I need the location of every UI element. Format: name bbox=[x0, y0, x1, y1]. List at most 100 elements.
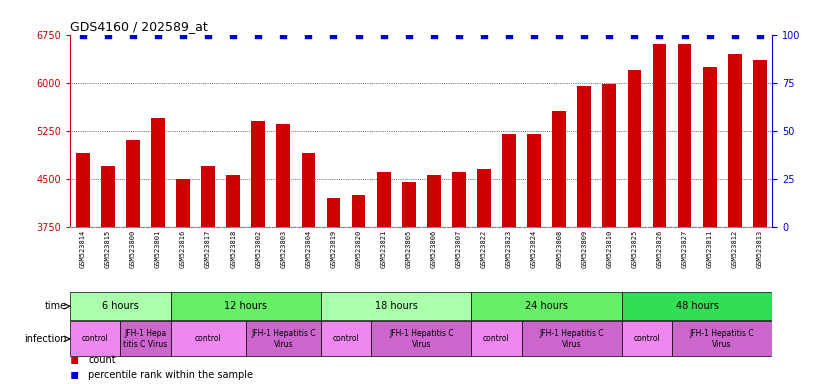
Bar bbox=[101, 166, 115, 384]
Text: GSM523803: GSM523803 bbox=[280, 230, 287, 268]
Text: GSM523809: GSM523809 bbox=[582, 230, 587, 268]
Point bbox=[628, 31, 641, 38]
Text: ▪: ▪ bbox=[70, 352, 79, 366]
Point bbox=[728, 31, 741, 38]
Bar bbox=[628, 70, 641, 384]
Text: GSM523800: GSM523800 bbox=[130, 230, 136, 268]
Text: control: control bbox=[195, 334, 221, 343]
Text: GSM523811: GSM523811 bbox=[706, 230, 713, 268]
Bar bbox=[321, 321, 371, 356]
Point bbox=[202, 31, 215, 38]
Point bbox=[427, 31, 440, 38]
Bar bbox=[371, 321, 472, 356]
Bar bbox=[301, 153, 316, 384]
Text: JFH-1 Hepatitis C
Virus: JFH-1 Hepatitis C Virus bbox=[539, 329, 604, 349]
Bar bbox=[622, 321, 672, 356]
Text: JFH-1 Hepatitis C
Virus: JFH-1 Hepatitis C Virus bbox=[251, 329, 316, 349]
Point bbox=[678, 31, 691, 38]
Bar bbox=[151, 118, 165, 384]
Bar bbox=[502, 134, 516, 384]
Text: GSM523814: GSM523814 bbox=[80, 230, 86, 268]
Point bbox=[177, 31, 190, 38]
Point bbox=[102, 31, 115, 38]
Point bbox=[277, 31, 290, 38]
Text: control: control bbox=[483, 334, 510, 343]
Text: GSM523822: GSM523822 bbox=[481, 230, 487, 268]
Text: GSM523821: GSM523821 bbox=[381, 230, 387, 268]
Text: GSM523826: GSM523826 bbox=[657, 230, 662, 268]
Bar bbox=[452, 172, 466, 384]
Text: 12 hours: 12 hours bbox=[224, 301, 268, 311]
Text: GSM523801: GSM523801 bbox=[155, 230, 161, 268]
Text: JFH-1 Hepatitis C
Virus: JFH-1 Hepatitis C Virus bbox=[690, 329, 754, 349]
Point bbox=[327, 31, 340, 38]
Bar bbox=[170, 293, 321, 320]
Point bbox=[653, 31, 666, 38]
Point bbox=[603, 31, 616, 38]
Bar bbox=[602, 84, 616, 384]
Text: count: count bbox=[88, 355, 116, 365]
Bar bbox=[703, 66, 716, 384]
Text: GSM523819: GSM523819 bbox=[330, 230, 336, 268]
Text: 48 hours: 48 hours bbox=[676, 301, 719, 311]
Bar bbox=[70, 321, 121, 356]
Bar bbox=[427, 175, 441, 384]
Point bbox=[528, 31, 541, 38]
Text: GSM523808: GSM523808 bbox=[556, 230, 563, 268]
Point bbox=[151, 31, 164, 38]
Bar bbox=[527, 134, 541, 384]
Text: GSM523824: GSM523824 bbox=[531, 230, 537, 268]
Text: GSM523817: GSM523817 bbox=[205, 230, 211, 268]
Bar bbox=[251, 121, 265, 384]
Bar bbox=[752, 60, 767, 384]
Text: GSM523815: GSM523815 bbox=[105, 230, 111, 268]
Text: JFH-1 Hepatitis C
Virus: JFH-1 Hepatitis C Virus bbox=[389, 329, 453, 349]
Point bbox=[301, 31, 315, 38]
Bar bbox=[352, 195, 365, 384]
Bar bbox=[472, 321, 521, 356]
Bar bbox=[672, 321, 772, 356]
Point bbox=[76, 31, 89, 38]
Text: 18 hours: 18 hours bbox=[375, 301, 418, 311]
Bar bbox=[401, 182, 415, 384]
Bar bbox=[653, 44, 667, 384]
Text: GSM523802: GSM523802 bbox=[255, 230, 261, 268]
Bar bbox=[70, 293, 170, 320]
Text: control: control bbox=[82, 334, 109, 343]
Bar bbox=[76, 153, 90, 384]
Bar bbox=[477, 169, 491, 384]
Bar bbox=[176, 179, 190, 384]
Text: control: control bbox=[634, 334, 660, 343]
Text: GSM523807: GSM523807 bbox=[456, 230, 462, 268]
Point bbox=[703, 31, 716, 38]
Text: GSM523818: GSM523818 bbox=[230, 230, 236, 268]
Bar bbox=[326, 198, 340, 384]
Point bbox=[453, 31, 466, 38]
Bar bbox=[472, 293, 622, 320]
Text: GDS4160 / 202589_at: GDS4160 / 202589_at bbox=[70, 20, 208, 33]
Text: GSM523820: GSM523820 bbox=[355, 230, 362, 268]
Bar bbox=[202, 166, 215, 384]
Point bbox=[226, 31, 240, 38]
Point bbox=[252, 31, 265, 38]
Bar bbox=[521, 321, 622, 356]
Text: GSM523813: GSM523813 bbox=[757, 230, 762, 268]
Text: time: time bbox=[45, 301, 67, 311]
Text: percentile rank within the sample: percentile rank within the sample bbox=[88, 370, 254, 380]
Bar bbox=[622, 293, 772, 320]
Bar bbox=[377, 172, 391, 384]
Text: GSM523827: GSM523827 bbox=[681, 230, 687, 268]
Text: GSM523823: GSM523823 bbox=[506, 230, 512, 268]
Bar bbox=[728, 54, 742, 384]
Text: GSM523825: GSM523825 bbox=[631, 230, 638, 268]
Bar bbox=[553, 111, 566, 384]
Bar bbox=[121, 321, 170, 356]
Text: control: control bbox=[333, 334, 359, 343]
Point bbox=[502, 31, 515, 38]
Text: infection: infection bbox=[24, 334, 67, 344]
Bar bbox=[277, 124, 290, 384]
Bar bbox=[170, 321, 246, 356]
Point bbox=[477, 31, 491, 38]
Bar bbox=[226, 175, 240, 384]
Bar bbox=[246, 321, 321, 356]
